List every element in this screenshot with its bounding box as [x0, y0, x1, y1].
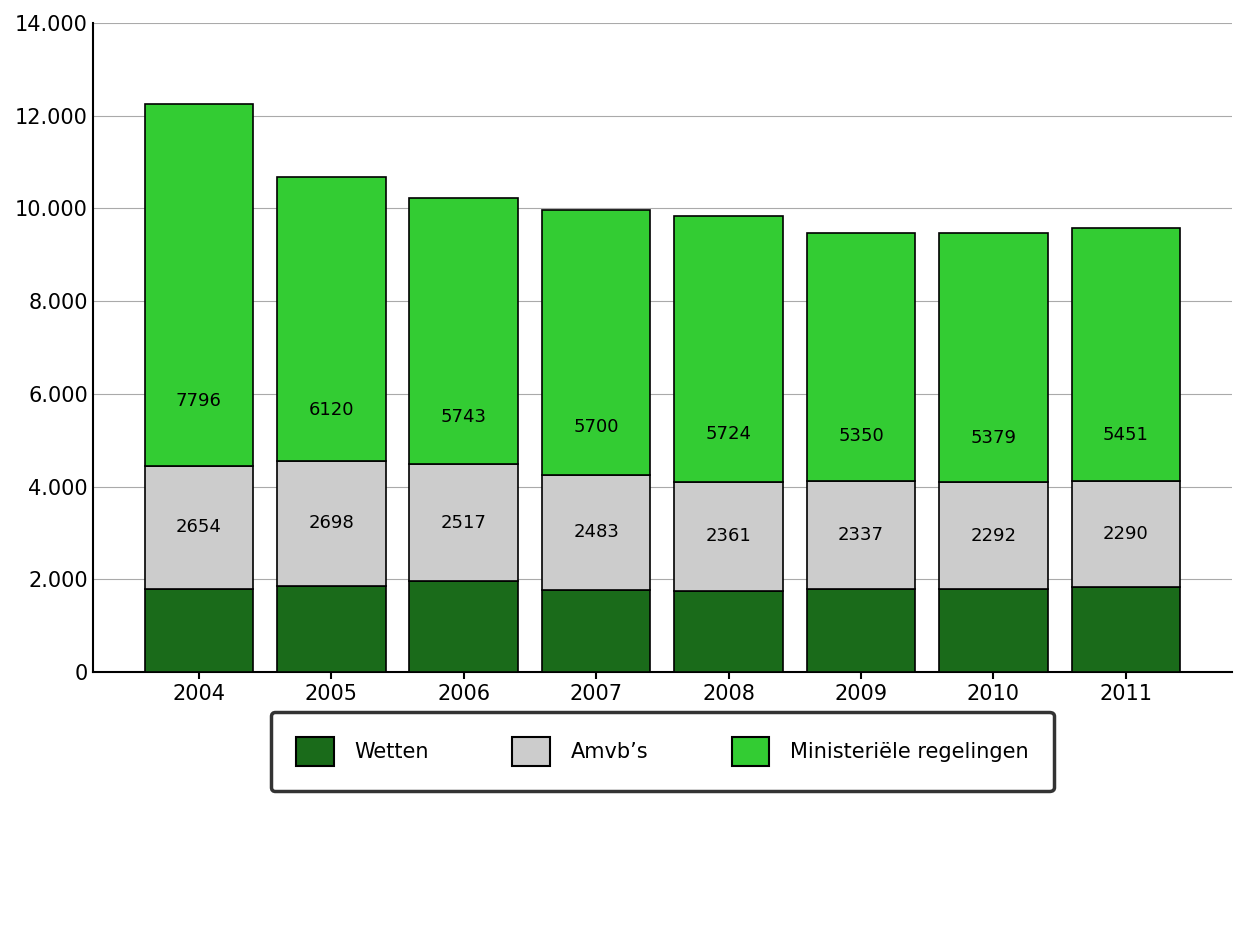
Bar: [675, 216, 783, 482]
Text: 5350: 5350: [838, 427, 884, 445]
Text: 5724: 5724: [706, 425, 752, 443]
Bar: [409, 199, 518, 464]
Bar: [1071, 481, 1180, 587]
Bar: [542, 211, 651, 474]
Text: 2654: 2654: [176, 518, 222, 536]
Text: 5451: 5451: [1104, 426, 1148, 445]
Bar: [277, 585, 385, 672]
Bar: [675, 591, 783, 672]
Text: 2290: 2290: [1104, 525, 1148, 542]
Bar: [807, 233, 915, 481]
Text: 5379: 5379: [970, 429, 1016, 446]
Bar: [939, 589, 1047, 672]
Bar: [277, 177, 385, 460]
Bar: [145, 104, 253, 466]
Text: 2517: 2517: [440, 514, 486, 532]
Bar: [807, 481, 915, 589]
Bar: [542, 590, 651, 672]
Bar: [409, 464, 518, 582]
Text: 2292: 2292: [970, 527, 1016, 544]
Text: 2337: 2337: [838, 526, 884, 543]
Bar: [939, 483, 1047, 589]
Text: 7796: 7796: [176, 391, 222, 409]
Text: 5743: 5743: [440, 407, 486, 426]
Text: 2698: 2698: [308, 514, 354, 532]
Text: 2361: 2361: [706, 528, 752, 545]
Text: 6120: 6120: [308, 401, 354, 418]
Bar: [145, 589, 253, 672]
Bar: [277, 460, 385, 585]
Bar: [675, 482, 783, 591]
Bar: [145, 466, 253, 589]
Bar: [1071, 587, 1180, 672]
Text: 5700: 5700: [574, 418, 619, 436]
Bar: [807, 589, 915, 672]
Text: 2483: 2483: [574, 523, 619, 541]
Bar: [1071, 228, 1180, 481]
Legend: Wetten, Amvb’s, Ministeriële regelingen: Wetten, Amvb’s, Ministeriële regelingen: [271, 712, 1054, 791]
Bar: [939, 233, 1047, 483]
Bar: [542, 474, 651, 590]
Bar: [409, 582, 518, 672]
